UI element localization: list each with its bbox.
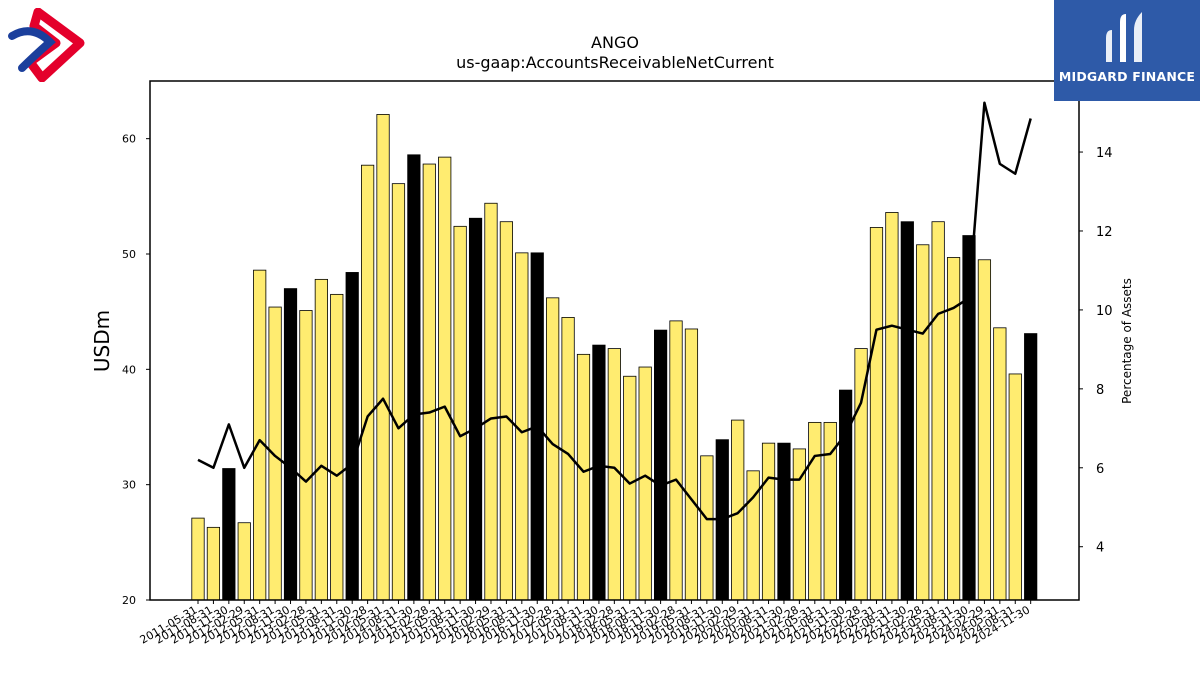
y2-tick-label: 8 [1096,383,1104,398]
bar-2017-02-28 [546,297,560,601]
bar-2023-05-31 [931,221,945,601]
bar-2013-08-31 [330,293,344,601]
brand-logo-left [4,7,86,83]
y-tick-label: 60 [122,133,136,146]
bar-2017-11-30 [592,344,606,601]
bar-2016-05-31 [499,221,514,601]
bar-2014-11-30 [407,154,421,601]
chart-subtitle: us-gaap:AccountsReceivableNetCurrent [456,53,774,72]
y-tick-label: 50 [122,248,136,261]
logo-blue-ribbon-icon [8,27,56,72]
bar-2011-05-31 [191,517,205,601]
bar-2019-02-28 [669,320,683,601]
bar-2019-05-31 [684,328,699,601]
bar-2019-08-31 [700,455,714,601]
bar-2016-02-29 [484,202,498,601]
bar-2018-02-28 [607,348,621,601]
bar-2023-02-28 [916,244,930,601]
bar-2018-11-30 [654,329,668,601]
bar-2014-02-28 [361,164,375,601]
bar-2011-08-31 [206,526,221,601]
bar-2011-11-30 [222,468,236,601]
bar-2012-05-31 [253,269,267,601]
bar-2015-11-30 [468,217,483,601]
bar-2015-05-31 [438,156,452,601]
bar-2015-08-31 [453,225,467,601]
bar-2014-08-31 [391,183,406,601]
y-axis-ticks: 20 30 40 50 60 [122,133,150,607]
y2-tick-label: 6 [1096,462,1104,477]
bar-2020-11-30 [777,442,791,601]
y-tick-label: 30 [122,479,136,492]
bars-group [191,114,1038,601]
midgard-m-icon [1106,12,1142,62]
chart-title: ANGO [591,33,639,52]
bar-2012-08-31 [268,306,282,601]
y-axis-label: USDm [90,310,114,372]
bar-2018-08-31 [638,366,652,601]
y-tick-label: 40 [122,363,136,376]
midgard-finance-logo: MIDGARD FINANCE [1054,0,1200,101]
y2-tick-label: 14 [1096,146,1113,161]
line-group [197,101,1032,521]
bar-2013-11-30 [345,272,359,601]
logo-red-ribbon-icon [25,7,85,83]
y2-tick-label: 4 [1096,541,1104,556]
bar-2013-02-28 [299,310,313,601]
y2-tick-label: 12 [1096,225,1113,240]
bar-2022-05-31 [869,227,884,601]
y2-axis-label: Percentage of Assets [1120,278,1134,404]
brand-name: MIDGARD FINANCE [1058,69,1196,84]
y2-tick-label: 10 [1096,304,1113,319]
y-tick-label: 20 [122,594,136,607]
plot-frame [149,80,1080,601]
bar-2012-11-30 [283,288,298,601]
bar-2015-02-28 [422,163,436,601]
bar-2018-05-31 [623,375,637,601]
bar-2024-11-30 [1024,333,1038,601]
bar-2022-08-31 [885,212,899,601]
bar-2024-08-31 [1008,373,1022,601]
percentage-line [197,101,1032,521]
y2-axis-ticks: 4 6 8 10 12 14 [1079,146,1113,556]
bar-2024-02-29 [977,259,992,601]
bar-2014-05-31 [376,114,390,601]
bar-2021-11-30 [839,389,853,601]
bar-2022-11-30 [900,221,914,601]
bar-2012-02-29 [237,522,251,601]
bar-2024-05-31 [993,327,1007,601]
bar-2021-05-31 [808,421,822,601]
bar-2013-05-31 [314,278,328,601]
bar-2020-08-31 [761,442,776,601]
bar-2017-08-31 [576,353,591,601]
x-axis-ticks: 2011-05-312011-08-312011-11-302012-02-29… [138,600,1032,647]
